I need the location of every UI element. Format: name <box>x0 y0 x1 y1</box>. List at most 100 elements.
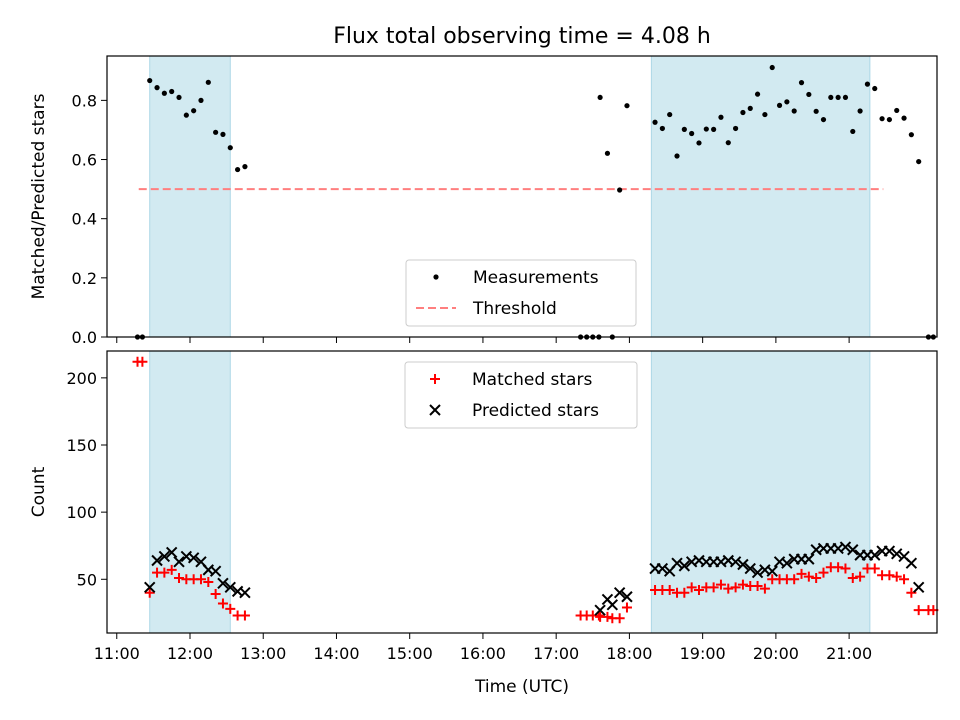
legend-label: Threshold <box>472 299 557 319</box>
measurement-point <box>820 116 827 123</box>
matched-star-marker <box>159 567 170 578</box>
matched-star-marker <box>899 574 910 585</box>
predicted-star-marker <box>165 546 178 559</box>
legend-marker <box>430 374 440 384</box>
measurement-point <box>674 153 680 159</box>
y-tick-label: 0.4 <box>72 210 97 229</box>
y-tick-label: 0.6 <box>72 151 97 170</box>
matched-star-marker <box>664 585 675 596</box>
measurement-point <box>733 125 739 132</box>
measurement-point <box>617 187 623 193</box>
measurement-point <box>176 94 182 101</box>
matched-star-marker <box>174 572 185 583</box>
predicted-star-marker <box>751 566 764 579</box>
predicted-star-marker <box>905 557 918 569</box>
measurement-point <box>205 79 211 85</box>
measurement-point <box>198 97 204 103</box>
measurement-point <box>828 94 834 101</box>
measurement-point <box>659 125 665 132</box>
predicted-star-marker <box>173 556 185 568</box>
predicted-star-marker <box>847 544 859 556</box>
measurement-point <box>872 85 878 92</box>
measurement-point <box>604 150 611 156</box>
x-tick-label: 12:00 <box>167 644 213 663</box>
matched-star-marker <box>195 574 206 585</box>
measurement-point <box>813 108 819 114</box>
predicted-star-marker <box>187 552 200 564</box>
matched-star-marker <box>715 579 726 590</box>
matched-star-marker <box>225 603 236 614</box>
y-tick-label: 50 <box>77 570 97 589</box>
matched-star-marker <box>730 582 741 593</box>
measurement-point <box>169 88 175 95</box>
y-tick-label: 150 <box>66 436 97 455</box>
x-tick-label: 20:00 <box>753 644 799 663</box>
matched-star-marker <box>811 572 822 583</box>
measurement-point <box>227 145 233 151</box>
x-tick-label: 21:00 <box>826 644 872 663</box>
legend-marker <box>433 274 439 280</box>
measurement-point <box>901 115 907 121</box>
matched-star-marker <box>144 587 155 598</box>
measurement-point <box>235 166 241 173</box>
predicted-star-marker <box>656 562 669 575</box>
measurement-point <box>879 116 885 122</box>
matched-star-marker <box>621 602 632 613</box>
matched-star-marker <box>855 571 866 582</box>
measurement-point <box>652 119 658 125</box>
predicted-star-marker <box>839 541 852 553</box>
measurement-point <box>597 94 603 101</box>
top-panel: 0.0 0.2 0.4 0.6 0.8 Matched/Predicted stars Me… <box>29 55 938 347</box>
x-tick-label: 15:00 <box>387 644 433 663</box>
measurement-point <box>161 90 167 96</box>
matched-star-marker <box>796 568 807 579</box>
legend-label: Matched stars <box>472 370 592 390</box>
matched-star-marker <box>166 564 177 575</box>
y-axis-label: Matched/Predicted stars <box>29 93 49 299</box>
predicted-star-marker <box>729 556 742 568</box>
axes-frame <box>106 55 938 338</box>
measurement-point <box>220 131 226 137</box>
legend-marker <box>429 404 441 416</box>
measurement-point <box>711 126 717 132</box>
x-tick-label: 11:00 <box>94 644 140 663</box>
predicted-star-marker <box>613 587 626 599</box>
measurement-point <box>747 105 753 111</box>
matched-star-marker <box>789 574 800 585</box>
y-tick-label: 0.8 <box>72 91 97 110</box>
observing-interval <box>149 55 231 338</box>
measurement-point <box>850 128 856 135</box>
predicted-star-marker <box>891 548 903 560</box>
predicted-star-marker <box>594 604 606 616</box>
legend-label: Measurements <box>473 268 599 288</box>
measurement-point <box>154 85 160 91</box>
matched-star-marker <box>693 585 704 596</box>
bottom-panel: 50 100 150 200 11:00 12:00 13:00 14:00 15:00 16:0… <box>29 350 939 663</box>
predicted-star-marker <box>224 581 236 594</box>
measurement-point <box>776 102 783 108</box>
matched-star-marker <box>686 582 697 593</box>
matched-star-marker <box>752 581 763 591</box>
measurement-point <box>667 111 673 118</box>
predicted-star-marker <box>151 554 163 567</box>
x-tick-label: 19:00 <box>680 644 726 663</box>
measurement-point <box>242 164 248 170</box>
predicted-star-marker <box>606 599 619 611</box>
matched-star-marker <box>602 611 613 622</box>
matched-star-marker <box>210 589 221 600</box>
matched-star-marker <box>803 571 814 582</box>
measurement-point <box>864 81 871 87</box>
measurement-point <box>754 91 761 97</box>
matched-star-marker <box>913 605 924 616</box>
predicted-star-marker <box>217 577 229 590</box>
measurement-point <box>718 114 724 120</box>
measurement-point <box>740 109 746 116</box>
predicted-star-marker <box>144 581 156 594</box>
measurement-point <box>183 112 189 118</box>
matched-star-marker <box>203 576 214 587</box>
predicted-star-marker <box>912 581 925 594</box>
x-tick-label: 18:00 <box>606 644 652 663</box>
measurement-point <box>798 80 805 86</box>
predicted-star-marker <box>737 558 749 571</box>
measurement-point <box>894 107 900 114</box>
